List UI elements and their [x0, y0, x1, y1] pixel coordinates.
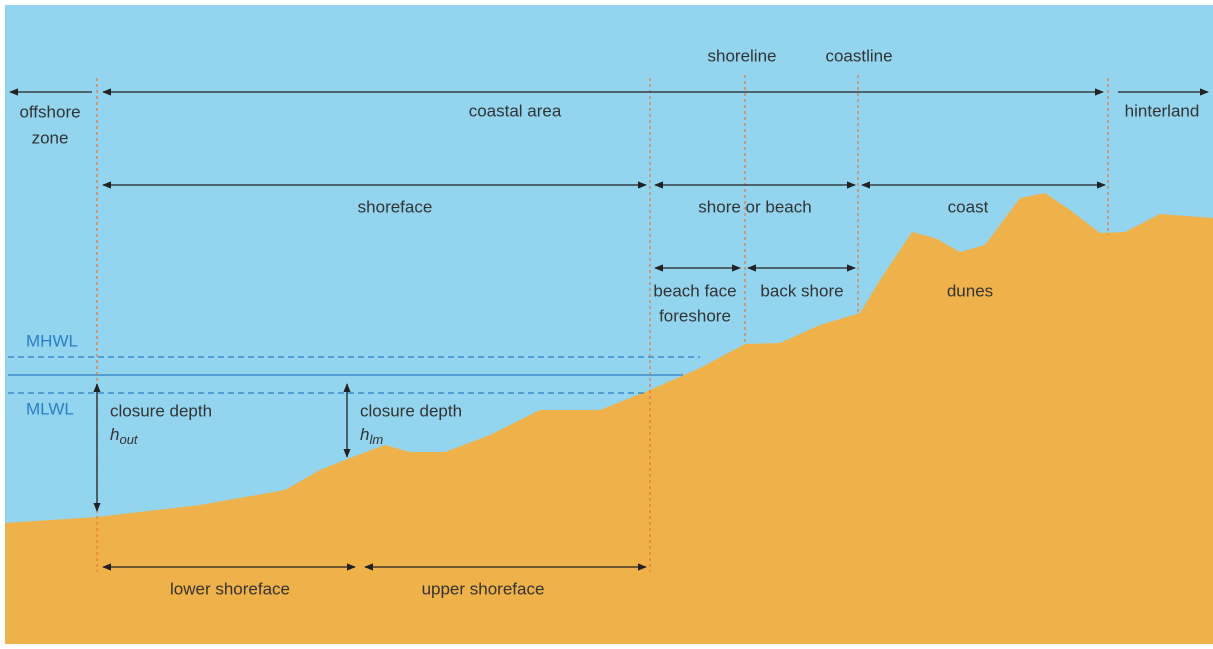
depth-symbol: hlm	[360, 425, 383, 447]
coastline-label: coastline	[825, 46, 892, 65]
upper-shoreface-label: upper shoreface	[422, 579, 545, 598]
offshore-label: offshore	[19, 102, 80, 121]
lower-shoreface-label: lower shoreface	[170, 579, 290, 598]
shore-label: shore or beach	[698, 197, 811, 216]
coast-label: coast	[948, 197, 989, 216]
shoreline-label: shoreline	[708, 46, 777, 65]
foreshore-label: foreshore	[659, 306, 731, 325]
symbol: h	[110, 425, 119, 444]
back-shore-label: back shore	[760, 281, 843, 300]
dunes-label: dunes	[947, 281, 993, 300]
mlwl-label: MLWL	[26, 399, 74, 418]
subscript: lm	[369, 432, 383, 447]
mhwl-label: MHWL	[26, 331, 78, 350]
offshore-label: zone	[32, 128, 69, 147]
hinterland-label: hinterland	[1125, 101, 1200, 120]
sand	[5, 193, 1213, 644]
depth-symbol: hout	[110, 425, 139, 447]
shoreface-label: shoreface	[358, 197, 433, 216]
depth-label: closure depth	[360, 401, 462, 420]
depth-label: closure depth	[110, 401, 212, 420]
beach-face-label: beach face	[653, 281, 736, 300]
subscript: out	[119, 432, 138, 447]
coastal-area-label: coastal area	[469, 101, 562, 120]
symbol: h	[360, 425, 369, 444]
